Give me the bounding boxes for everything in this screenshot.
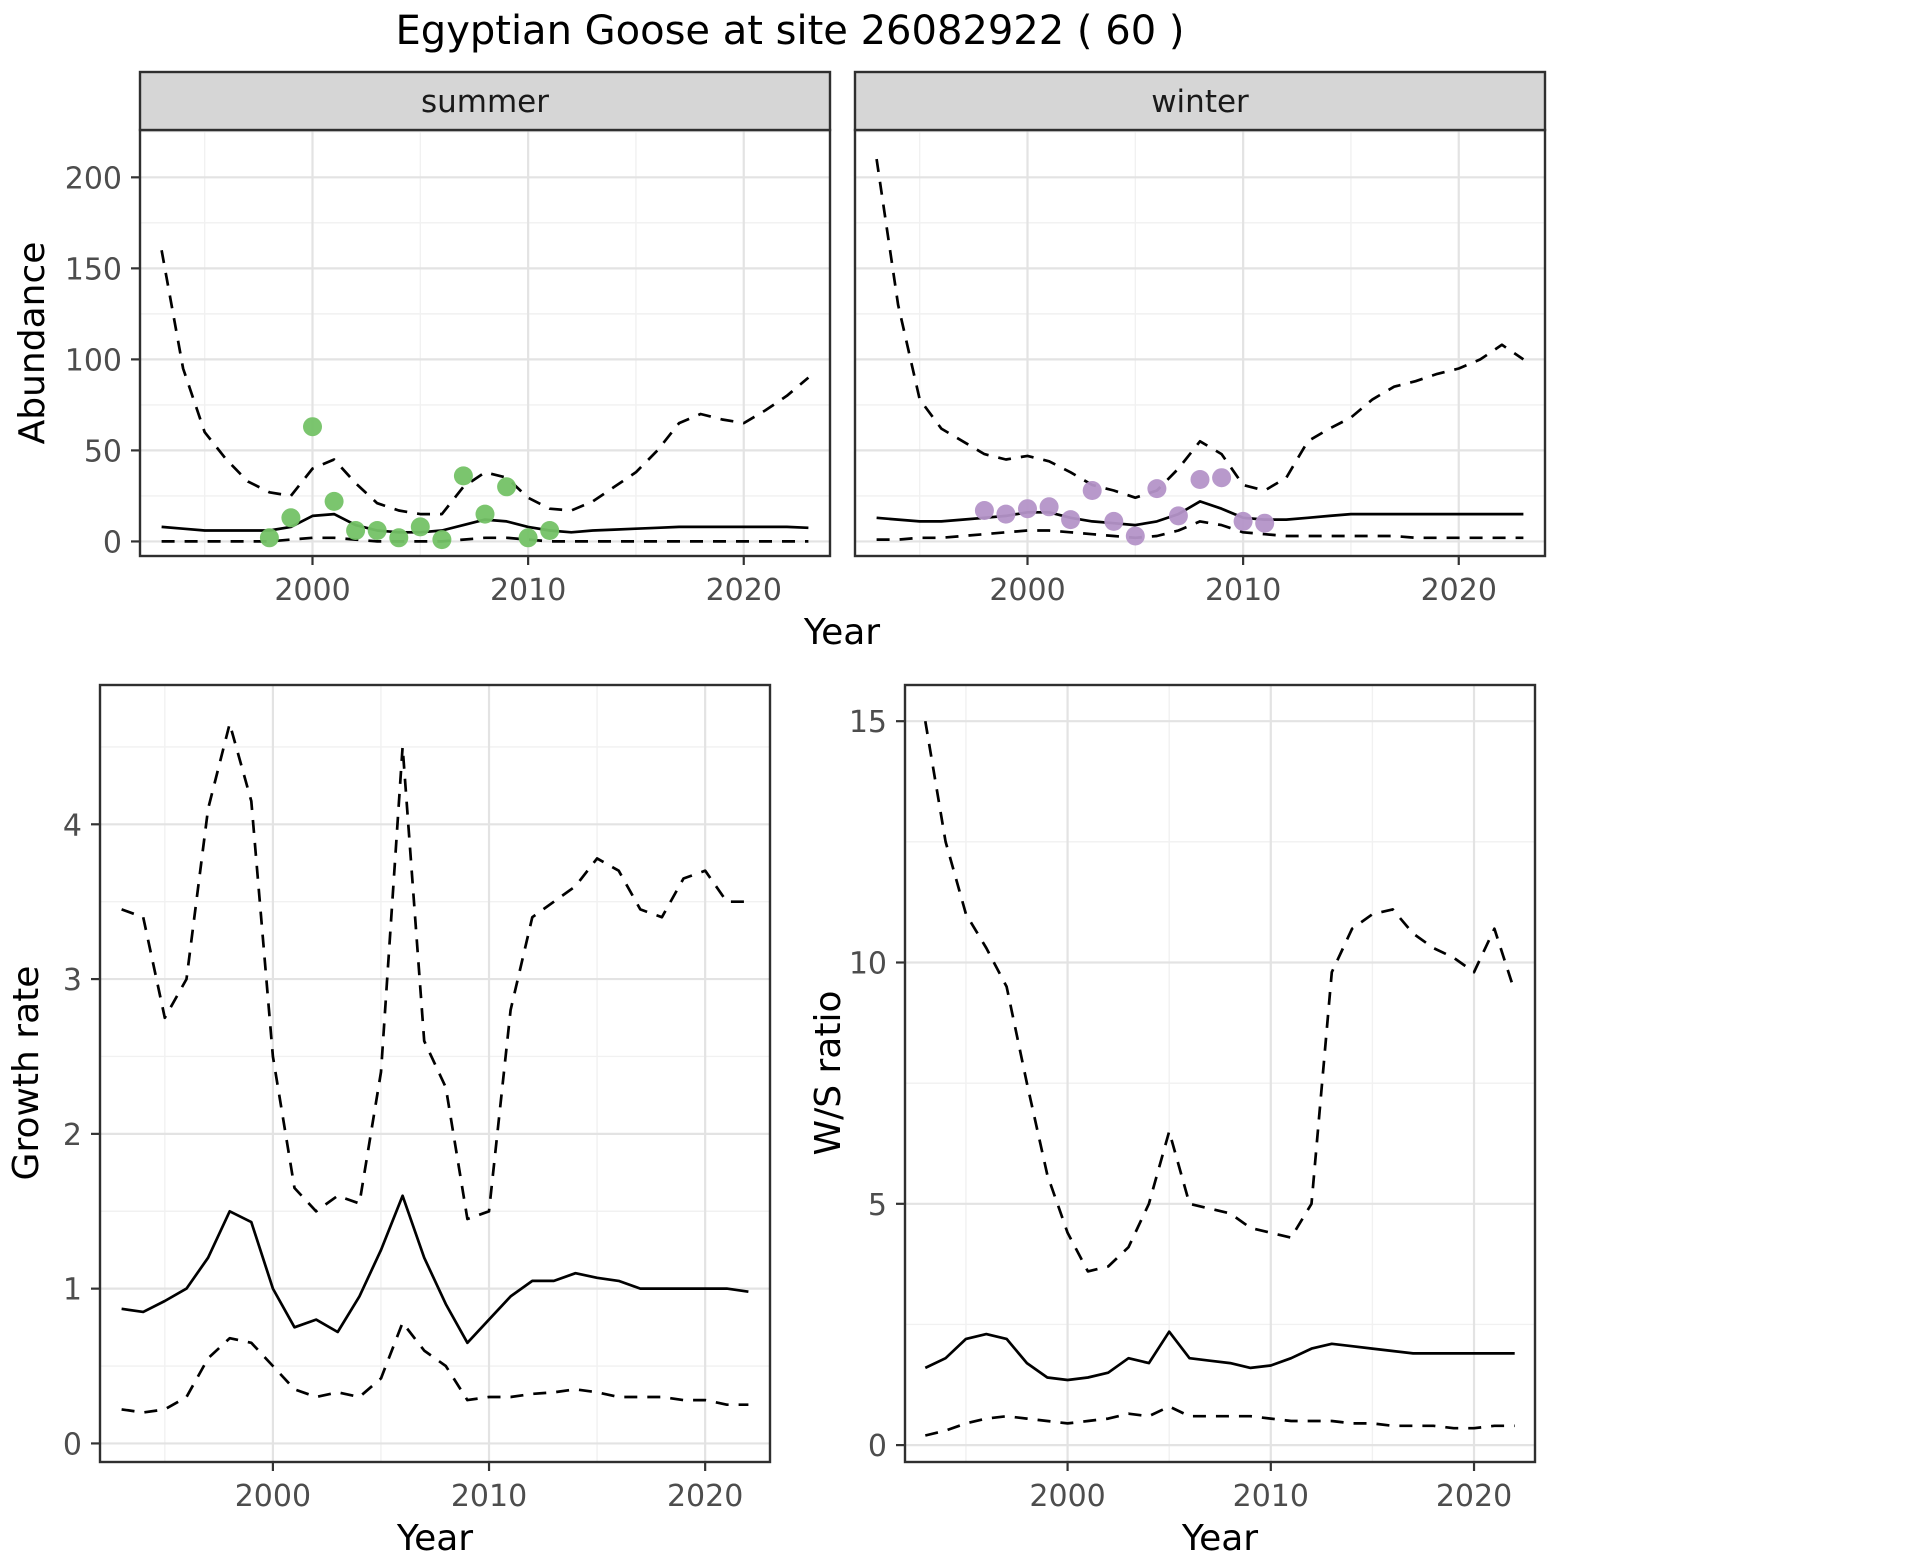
abundance-winter-observed-point (1104, 511, 1124, 531)
abundance-winter-x-tick-label: 2000 (989, 573, 1065, 608)
abundance-summer-y-tick-label: 150 (65, 252, 122, 287)
growth-rate-panel-bg (100, 685, 770, 1462)
abundance-summer-observed-point (259, 528, 279, 548)
facet-strip-winter-label: winter (1151, 84, 1249, 120)
abundance-winter-observed-point (1018, 499, 1037, 519)
abundance-summer-lower_ci-line (161, 536, 809, 543)
abundance-summer-x-tick-label: 2000 (274, 573, 350, 608)
abundance-winter-observed-point (1255, 513, 1275, 533)
ws-ratio-y-tick-label: 15 (849, 705, 887, 740)
abundance-axis-label: Abundance (12, 242, 53, 445)
abundance-winter-observed-point (1190, 470, 1210, 489)
ws-ratio-upper_ci-line (923, 720, 1516, 1273)
growth-rate-y-tick-label: 0 (63, 1427, 82, 1462)
abundance-summer-observed-point (324, 491, 344, 511)
abundance-winter-lower_ci-line (876, 520, 1524, 541)
ws-ratio-x-tick-label: 2000 (1029, 1479, 1105, 1514)
abundance-winter-observed-point (1082, 481, 1102, 500)
abundance-summer-observed-point (346, 521, 366, 540)
abundance-winter-observed-point (974, 501, 994, 520)
ws-ratio-y-tick-label: 10 (849, 947, 887, 982)
abundance-summer-observed-point (518, 528, 538, 548)
ws-ratio-x-tick-label: 2010 (1233, 1479, 1309, 1514)
growth-rate-panel-border (98, 683, 772, 1464)
abundance-summer-observed-point (281, 508, 301, 528)
abundance-summer-observed-point (497, 477, 517, 497)
abundance-summer-x-tick-label: 2020 (706, 573, 782, 608)
panel-abundance-winter: 2000 2010 2020 (853, 128, 1547, 608)
growth-rate-y-tick-label: 3 (63, 963, 82, 998)
ws-ratio-mean-line (924, 1330, 1515, 1382)
growth-rate-x-tick-label: 2020 (667, 1479, 743, 1514)
growth-rate-y-tick-label: 4 (63, 808, 82, 843)
facet-strip-summer-bg (138, 70, 832, 132)
abundance-winter-observed-point (1168, 506, 1188, 526)
abundance-summer-x-tick-label: 2010 (490, 573, 566, 608)
figure-title: Egyptian Goose at site 26082922 ( 60 ) (396, 8, 1185, 54)
abundance-summer-y-tick-label: 200 (65, 161, 122, 196)
abundance-summer-observed-point (453, 466, 473, 486)
abundance-summer-observed-point (389, 528, 409, 548)
growth-rate-upper_ci-line (121, 722, 749, 1221)
growth-rate-x-tick-label: 2010 (451, 1479, 527, 1514)
abundance-summer-observed-point (540, 521, 560, 540)
growth-rate-axis-label: Growth rate (6, 966, 47, 1181)
panel-abundance-summer: 2000 2010 2020 0 50 100 150 200 (65, 128, 832, 608)
ws-ratio-y-tick-label: 0 (868, 1429, 887, 1464)
abundance-winter-observed-point (1233, 511, 1253, 531)
abundance-winter-observed-point (1125, 526, 1145, 546)
abundance-winter-observed-point (996, 504, 1016, 524)
abundance-winter-panel-bg (855, 130, 1545, 556)
panel-growth-rate: 2000 2010 2020 0 1 2 3 4 (63, 683, 772, 1514)
ws-ratio-panel-border (903, 683, 1537, 1464)
abundance-winter-x-tick-label: 2020 (1421, 573, 1497, 608)
growth-rate-y-tick-label: 1 (63, 1273, 82, 1308)
ws-ratio-y-tick-label: 5 (868, 1188, 887, 1223)
abundance-winter-observed-point (1061, 510, 1081, 530)
abundance-summer-observed-point (303, 417, 322, 437)
facet-strip-summer: summer (138, 70, 832, 132)
growth-rate-x-tick-label: 2000 (235, 1479, 311, 1514)
ws-ratio-axis-label: W/S ratio (808, 990, 849, 1155)
abundance-summer-upper_ci-line (160, 249, 810, 516)
ws-ratio-lower_ci-line (924, 1405, 1515, 1437)
growth-rate-mean-line (121, 1194, 749, 1345)
abundance-summer-observed-point (475, 504, 495, 524)
top-x-axis-label: Year (803, 612, 880, 653)
abundance-summer-observed-point (432, 530, 452, 550)
growth-x-axis-label: Year (396, 1518, 473, 1559)
abundance-winter-observed-point (1212, 468, 1232, 488)
abundance-winter-upper_ci-line (875, 158, 1525, 500)
ws-ratio-panel-bg (905, 685, 1535, 1462)
growth-rate-y-tick-label: 2 (63, 1118, 82, 1153)
facet-strip-summer-label: summer (421, 84, 549, 120)
abundance-winter-x-tick-label: 2010 (1205, 573, 1281, 608)
abundance-summer-y-tick-label: 0 (103, 525, 122, 560)
abundance-winter-observed-point (1147, 479, 1167, 499)
abundance-summer-y-tick-label: 100 (65, 343, 122, 378)
facet-strip-winter: winter (853, 70, 1547, 132)
abundance-winter-observed-point (1039, 497, 1059, 517)
ws-ratio-x-tick-label: 2020 (1436, 1479, 1512, 1514)
abundance-summer-observed-point (367, 521, 387, 540)
abundance-summer-observed-point (410, 517, 430, 537)
facet-strip-winter-bg (853, 70, 1547, 132)
abundance-summer-y-tick-label: 50 (84, 434, 122, 469)
panel-ws-ratio: 2000 2010 2020 0 5 10 15 (849, 683, 1537, 1514)
abundance-summer-panel-bg (140, 130, 830, 556)
ws-x-axis-label: Year (1181, 1518, 1258, 1559)
